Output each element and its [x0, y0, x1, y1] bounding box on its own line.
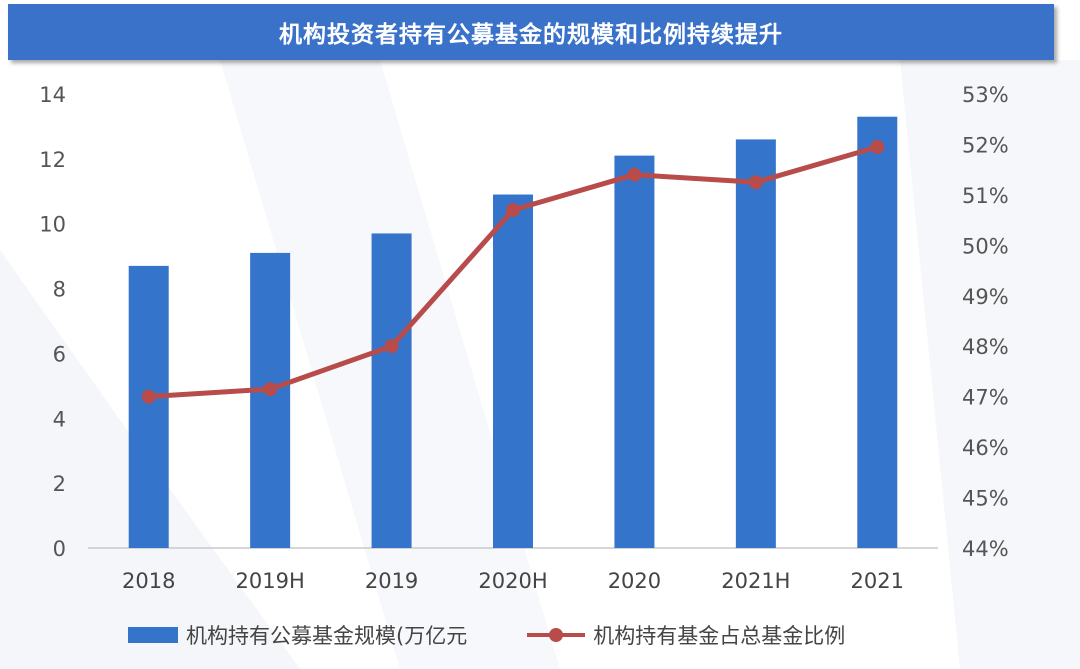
bar — [493, 194, 533, 548]
y-left-tick-label: 14 — [39, 83, 66, 107]
y-right-tick-label: 52% — [962, 133, 1009, 157]
x-tick-label: 2020H — [478, 569, 547, 593]
legend: 机构持有公募基金规模(万亿元 机构持有基金占总基金比例 — [128, 620, 905, 650]
bar — [735, 139, 776, 548]
x-tick-label: 2020 — [608, 569, 661, 593]
line-point — [141, 389, 156, 404]
x-tick-label: 2018 — [122, 569, 175, 593]
y-left-tick-label: 10 — [39, 213, 66, 237]
x-tick-label: 2019 — [365, 569, 418, 593]
bar — [614, 155, 655, 548]
y-right-tick-label: 53% — [962, 83, 1009, 107]
y-right-tick-label: 48% — [962, 335, 1009, 359]
y-left-tick-label: 8 — [53, 278, 66, 302]
y-right-tick-label: 51% — [962, 184, 1009, 208]
y-right-tick-label: 46% — [962, 436, 1009, 460]
line-point — [870, 139, 885, 154]
bar — [857, 116, 898, 548]
legend-item-bar: 机构持有公募基金规模(万亿元 — [128, 620, 467, 650]
line-point — [748, 175, 763, 190]
legend-bar-swatch — [128, 627, 178, 643]
x-tick-label: 2021 — [851, 569, 904, 593]
y-left-tick-label: 0 — [53, 537, 66, 561]
chart-title: 机构投资者持有公募基金的规模和比例持续提升 — [8, 4, 1054, 60]
bar — [128, 265, 169, 548]
legend-item-line: 机构持有基金占总基金比例 — [527, 620, 845, 650]
y-left-tick-label: 4 — [53, 407, 66, 431]
y-right-tick-label: 44% — [962, 537, 1009, 561]
line-point — [627, 167, 642, 182]
line-point — [384, 339, 399, 354]
y-right-tick-label: 49% — [962, 285, 1009, 309]
bar — [250, 252, 291, 548]
legend-line-swatch — [527, 627, 586, 643]
y-left-tick-label: 2 — [53, 472, 66, 496]
line-point — [263, 382, 278, 397]
legend-bar-label: 机构持有公募基金规模(万亿元 — [186, 624, 468, 648]
x-tick-label: 2019H — [236, 569, 305, 593]
y-left-tick-label: 6 — [53, 342, 66, 366]
y-left-tick-label: 12 — [39, 148, 66, 172]
y-right-tick-label: 45% — [962, 487, 1009, 511]
line-point — [506, 203, 520, 218]
y-right-tick-label: 47% — [962, 386, 1009, 410]
x-tick-label: 2021H — [721, 569, 790, 593]
bar — [371, 233, 412, 548]
y-right-tick-label: 50% — [962, 234, 1009, 258]
legend-line-label: 机构持有基金占总基金比例 — [593, 624, 846, 648]
